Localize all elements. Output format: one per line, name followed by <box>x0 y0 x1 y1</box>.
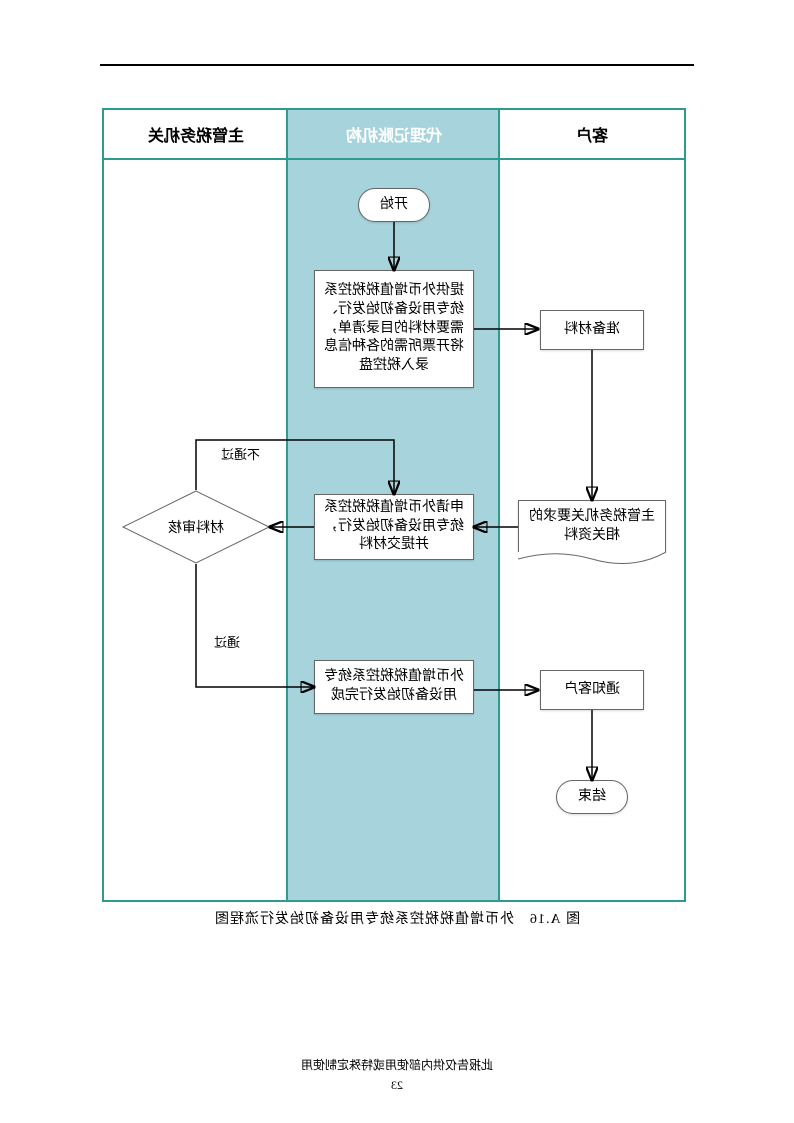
lane-header-customer: 客户 <box>500 110 684 160</box>
lane-divider-2 <box>286 110 288 900</box>
lane-header-tax: 主管税务机关 <box>104 110 288 160</box>
swimlane-frame: 客户 代理记账机构 主管税务机关 开始 提供外币增值税税控系统专用设备初始发行、… <box>102 108 686 902</box>
figure-caption: 图 A.16 外币增值税税控系统专用设备初始发行流程图 <box>0 908 794 928</box>
node-notify: 通知客户 <box>540 670 644 710</box>
node-docs-label: 主管税务机关要求的相关资料 <box>518 500 666 552</box>
node-prepare: 准备材料 <box>540 310 644 350</box>
document-wave-icon <box>518 552 666 566</box>
footer-note: 此报告仅供内部使用或特殊定制使用 <box>0 1056 794 1073</box>
node-end: 结束 <box>556 780 628 814</box>
node-provide: 提供外币增值税税控系统专用设备初始发行、需要材料的目录清单，将开票所需的各种信息… <box>314 270 474 388</box>
edge-label-pass: 通过 <box>214 632 240 651</box>
page-number: 23 <box>0 1078 794 1093</box>
node-start: 开始 <box>358 188 430 222</box>
top-rule <box>100 64 694 66</box>
lane-header-agency: 代理记账机构 <box>288 110 500 160</box>
node-complete: 外币增值税税控系统专用设备初始发行完成 <box>314 660 474 714</box>
node-docs: 主管税务机关要求的相关资料 <box>518 500 666 552</box>
node-apply: 申请外币增值税税控系统专用设备初始发行，并提交材料 <box>314 494 474 560</box>
node-review-label: 材料审核 <box>122 490 270 564</box>
edge-label-fail: 不通过 <box>221 444 260 463</box>
lane-divider-1 <box>498 110 500 900</box>
page: 客户 代理记账机构 主管税务机关 开始 提供外币增值税税控系统专用设备初始发行、… <box>0 0 794 1123</box>
node-review: 材料审核 <box>122 490 270 564</box>
